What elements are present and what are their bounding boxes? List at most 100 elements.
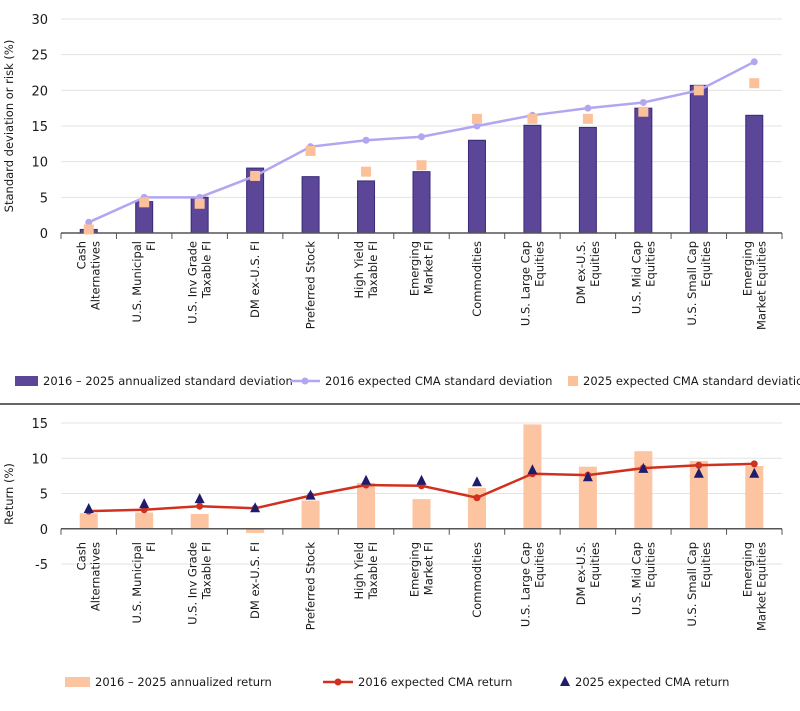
x-category-label: Preferred Stock xyxy=(304,542,318,631)
category-label-line: Equities xyxy=(643,241,657,287)
x-category-label: Commodities xyxy=(470,241,484,317)
square-marker xyxy=(139,197,150,208)
bar xyxy=(301,176,320,234)
y-tick-label: 5 xyxy=(40,488,48,503)
bar xyxy=(689,84,708,234)
category-label-line: Taxable FI xyxy=(366,542,380,600)
category-label-line: U.S. Municipal xyxy=(130,542,144,623)
category-label-line: DM ex-U.S. xyxy=(574,542,588,605)
category-label-line: Equities xyxy=(699,241,713,287)
x-category-label: U.S. Inv GradeTaxable FI xyxy=(186,542,214,625)
y-tick-label: 15 xyxy=(31,120,48,135)
square-marker xyxy=(305,145,316,156)
y-tick-label: 20 xyxy=(31,84,48,99)
category-label-line: Taxable FI xyxy=(200,241,214,299)
triangle-marker xyxy=(194,493,205,504)
square-marker xyxy=(527,113,538,124)
legend-line-dot xyxy=(301,377,309,385)
line-point xyxy=(473,122,481,130)
y-tick-label: 25 xyxy=(31,49,48,64)
square-marker xyxy=(250,170,261,181)
category-label-line: Alternatives xyxy=(89,241,103,310)
category-label-line: FI xyxy=(144,542,158,552)
bar xyxy=(357,180,376,234)
x-category-label: CashAlternatives xyxy=(75,542,103,611)
triangle-marker xyxy=(471,476,482,487)
line-point xyxy=(695,461,703,469)
bar xyxy=(634,451,653,529)
y-tick-label: -5 xyxy=(35,558,48,573)
legend-bar-swatch xyxy=(65,677,90,687)
y-tick-label: 15 xyxy=(31,417,48,432)
category-label-line: Commodities xyxy=(470,241,484,317)
x-category-label: EmergingMarket Equities xyxy=(740,542,768,631)
category-label-line: U.S. Municipal xyxy=(130,241,144,322)
y-tick-label: 0 xyxy=(40,523,48,538)
bar xyxy=(634,107,653,234)
x-category-label: U.S. Inv GradeTaxable FI xyxy=(186,241,214,324)
square-marker xyxy=(582,113,593,124)
legend-label: 2025 expected CMA standard deviation xyxy=(583,374,800,388)
category-label-line: U.S. Mid Cap xyxy=(629,241,643,314)
square-marker xyxy=(638,106,649,117)
y-tick-label: 5 xyxy=(40,191,48,206)
category-label-line: Market Equities xyxy=(754,241,768,330)
y-tick-label: 10 xyxy=(31,156,48,171)
line-point xyxy=(85,218,93,226)
category-label-line: High Yield xyxy=(352,241,366,298)
category-label-line: U.S. Inv Grade xyxy=(186,241,200,324)
square-marker xyxy=(361,166,372,177)
line-point xyxy=(196,502,204,510)
bar xyxy=(301,500,320,529)
triangle-marker xyxy=(416,474,427,485)
x-category-label: High YieldTaxable FI xyxy=(352,542,380,600)
line-point xyxy=(639,98,647,106)
bar xyxy=(523,124,542,234)
bar xyxy=(578,126,597,234)
risk-chart: 0 5 10 15 20 25 30 Standard deviation or risk (… xyxy=(2,13,800,388)
category-label-line: U.S. Small Cap xyxy=(685,542,699,627)
legend-label: 2016 expected CMA standard deviation xyxy=(325,374,552,388)
triangle-marker xyxy=(638,462,649,473)
x-category-label: EmergingMarket FI xyxy=(408,241,436,296)
legend-label: 2025 expected CMA return xyxy=(575,675,729,689)
bar xyxy=(578,466,597,529)
category-label-line: Emerging xyxy=(740,542,754,597)
bar xyxy=(745,114,764,234)
category-label-line: Taxable FI xyxy=(200,542,214,600)
square-marker xyxy=(416,160,427,171)
x-category-label: U.S. MunicipalFI xyxy=(130,241,158,322)
x-category-label: U.S. Large CapEquities xyxy=(518,542,546,627)
x-category-label: Preferred Stock xyxy=(304,241,318,330)
triangle-marker xyxy=(250,502,261,513)
bar xyxy=(357,482,376,529)
line-point xyxy=(418,133,425,141)
category-label-line: Market FI xyxy=(422,241,436,294)
category-label-line: U.S. Small Cap xyxy=(685,241,699,326)
triangle-marker xyxy=(305,489,316,500)
legend-bar-swatch xyxy=(15,376,38,386)
legend-label: 2016 expected CMA return xyxy=(358,675,512,689)
x-category-label: Commodities xyxy=(470,542,484,618)
category-label-line: Preferred Stock xyxy=(304,542,318,631)
square-marker xyxy=(83,224,94,235)
line-point xyxy=(473,494,481,502)
square-marker xyxy=(749,78,760,89)
bar xyxy=(412,499,431,529)
bar xyxy=(467,487,486,529)
triangle-marker xyxy=(749,467,760,478)
triangle-marker xyxy=(527,464,538,475)
category-label-line: Cash xyxy=(75,241,89,269)
bar xyxy=(412,171,431,234)
x-category-label: DM ex-U.S. FI xyxy=(248,542,262,619)
category-label-line: Commodities xyxy=(470,542,484,618)
category-label-line: FI xyxy=(144,241,158,251)
bar xyxy=(689,461,708,529)
bar xyxy=(745,466,764,529)
category-label-line: DM ex-U.S. xyxy=(574,241,588,304)
category-label-line: Emerging xyxy=(408,241,422,296)
return-chart: -5 0 5 10 15 Return (%) CashAlternatives U.S. M… xyxy=(2,417,783,689)
triangle-marker xyxy=(582,471,593,482)
x-category-label: EmergingMarket Equities xyxy=(740,241,768,330)
triangle-marker xyxy=(83,503,94,514)
